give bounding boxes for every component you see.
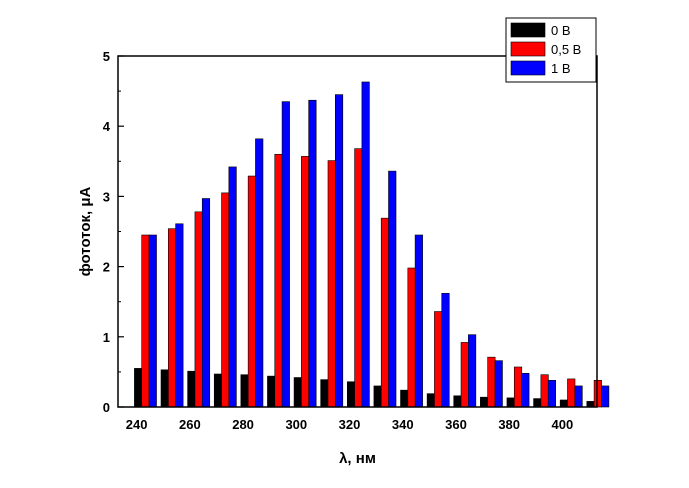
bar-series-2-353 (434, 311, 443, 408)
bar-series-2-343 (407, 267, 416, 408)
legend-swatch (510, 22, 546, 38)
bar-series-2-263 (194, 211, 203, 408)
bar-series-2-313 (327, 160, 336, 408)
plot-frame (117, 55, 598, 408)
bar-series-1-253 (160, 369, 169, 408)
bar-series-2-393 (540, 374, 549, 408)
bar-series-1-313 (320, 379, 329, 408)
x-tick-label: 340 (392, 417, 414, 432)
bar-series-1-403 (559, 399, 568, 408)
bar-series-3-343 (414, 234, 423, 408)
ticks-layer: 240 260 280 300 320 340 360 380 400 0 1 2 3 4 5 (103, 49, 590, 432)
bar-series-2-403 (567, 378, 576, 408)
bar-series-2-303 (301, 156, 310, 408)
bar-series-3-243 (148, 234, 157, 408)
y-tick-label: 2 (103, 260, 110, 275)
bar-series-3-353 (441, 292, 450, 408)
bar-series-3-253 (175, 223, 184, 408)
bar-series-3-413 (601, 385, 610, 408)
bar-series-1-303 (293, 377, 302, 408)
legend-swatch (510, 60, 546, 76)
y-tick-label: 0 (103, 400, 110, 415)
bar-series-2-373 (487, 356, 496, 408)
bar-series-1-333 (373, 385, 382, 408)
x-tick-label: 260 (179, 417, 201, 432)
bar-series-3-323 (361, 81, 370, 408)
x-tick-label: 380 (498, 417, 520, 432)
x-tick-label: 320 (339, 417, 361, 432)
bar-series-3-393 (547, 380, 556, 408)
bar-series-3-373 (494, 360, 503, 408)
bar-series-3-273 (228, 166, 237, 408)
bar-series-2-383 (513, 366, 523, 408)
x-tick-label: 400 (552, 417, 574, 432)
bar-series-2-333 (380, 217, 390, 408)
bar-series-1-393 (533, 398, 542, 408)
bar-series-1-413 (586, 401, 595, 408)
bar-series-3-403 (574, 385, 583, 408)
bar-series-3-303 (308, 99, 317, 408)
bar-series-3-283 (255, 138, 264, 408)
legend: 0 В 0,5 В 1 В (505, 17, 597, 83)
bar-series-2-253 (168, 228, 177, 408)
bar-series-1-283 (240, 374, 249, 408)
bar-series-1-383 (506, 397, 515, 408)
x-tick-label: 300 (285, 417, 307, 432)
legend-swatch (510, 41, 546, 57)
legend-label: 1 В (551, 61, 571, 76)
x-tick-label: 240 (126, 417, 148, 432)
bar-series-1-343 (400, 389, 409, 408)
bar-series-1-353 (426, 393, 435, 408)
legend-label: 0 В (551, 23, 571, 38)
bars-layer (134, 81, 610, 408)
bar-series-2-283 (247, 175, 256, 408)
bar-series-1-243 (134, 368, 143, 408)
bar-series-1-363 (453, 395, 462, 408)
x-tick-label: 360 (445, 417, 467, 432)
bar-series-3-313 (334, 94, 344, 408)
legend-label: 0,5 В (551, 42, 581, 57)
bar-series-2-293 (274, 153, 283, 408)
bar-series-2-413 (593, 380, 602, 408)
bar-series-1-323 (346, 381, 356, 408)
x-axis-label: λ, нм (339, 450, 376, 467)
bar-series-3-363 (468, 334, 477, 408)
bar-series-1-293 (267, 375, 276, 408)
x-tick-label: 280 (232, 417, 254, 432)
bar-series-1-373 (480, 396, 489, 408)
bar-series-2-363 (460, 342, 469, 408)
bar-series-3-293 (281, 101, 290, 408)
bar-series-2-243 (141, 234, 150, 408)
bar-series-3-263 (201, 198, 211, 408)
bar-series-2-323 (354, 148, 363, 408)
bar-series-1-263 (187, 370, 196, 408)
bar-series-3-383 (521, 372, 530, 408)
bar-series-1-273 (213, 373, 223, 408)
y-tick-label: 5 (103, 49, 110, 64)
y-tick-label: 3 (103, 189, 110, 204)
bar-series-2-273 (221, 192, 230, 408)
y-tick-label: 4 (103, 119, 111, 134)
y-axis-label: фототок, μA (77, 186, 94, 276)
y-tick-label: 1 (103, 330, 110, 345)
bar-series-3-333 (388, 170, 397, 408)
